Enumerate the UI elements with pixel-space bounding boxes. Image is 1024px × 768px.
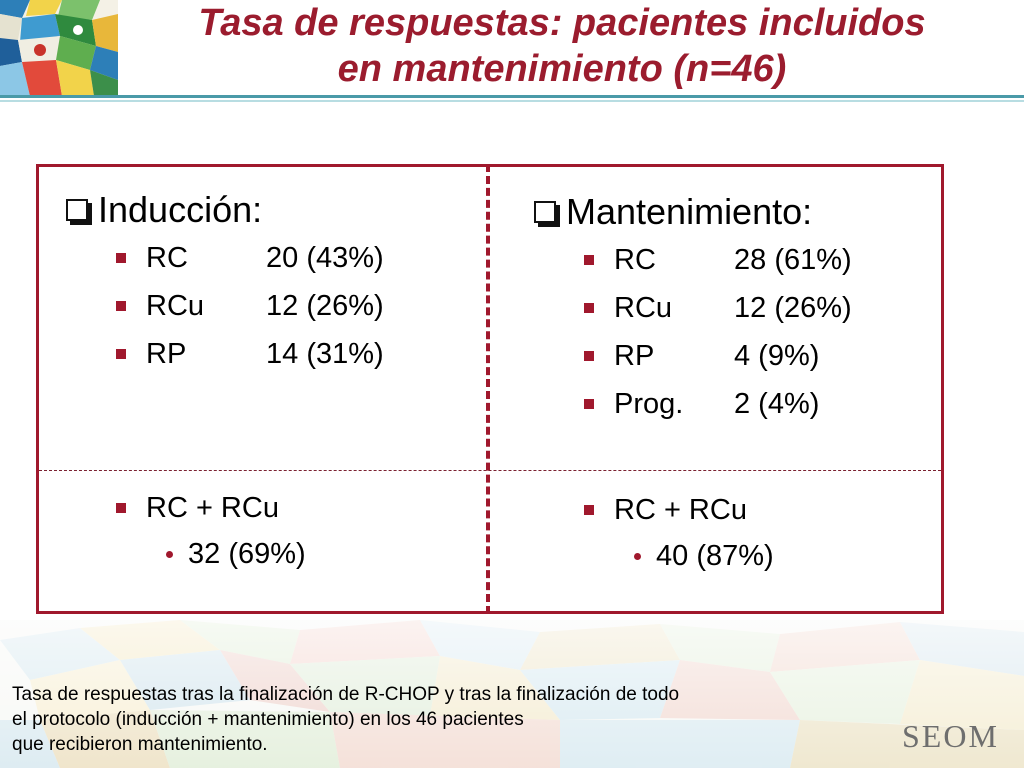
maintenance-heading: Mantenimiento: [532, 188, 932, 236]
induction-column: Inducción: RC 20 (43%) RCu 12 (26%) RP 1… [64, 186, 474, 378]
response-value: 28 (61%) [734, 244, 852, 276]
response-label: RC [146, 242, 188, 274]
square-bullet-icon [584, 351, 594, 361]
list-item: RCu 12 (26%) [532, 284, 932, 332]
column-divider [486, 164, 490, 614]
dot-bullet-icon [634, 553, 641, 560]
response-label: RP [146, 338, 187, 370]
square-bullet-icon [116, 301, 126, 311]
response-label: Prog. [614, 388, 684, 420]
combined-value: 40 (87%) [656, 540, 774, 572]
header-mosaic-image [0, 0, 118, 96]
caption-line: que recibieron mantenimiento. [12, 734, 268, 755]
caption-line: el protocolo (inducción + mantenimiento)… [12, 709, 524, 730]
footer-mosaic-image [0, 620, 1024, 768]
induction-combined: RC + RCu 32 (69%) [64, 484, 474, 576]
square-bullet-icon [584, 505, 594, 515]
induction-heading-text: Inducción: [98, 189, 263, 230]
row-divider [39, 470, 941, 471]
response-label: RC [614, 244, 656, 276]
combined-value: 32 (69%) [188, 538, 306, 570]
square-bullet-icon [116, 503, 126, 513]
maintenance-combined: RC + RCu 40 (87%) [532, 486, 932, 578]
title-line-1: Tasa de respuestas: pacientes incluidos [198, 2, 926, 44]
square-bullet-icon [584, 303, 594, 313]
dot-bullet-icon [166, 551, 173, 558]
square-bullet-icon [584, 255, 594, 265]
title-line-2: en mantenimiento (n=46) [337, 48, 787, 90]
header-divider-light [0, 100, 1024, 102]
list-subitem: 40 (87%) [532, 534, 932, 578]
checkbox-bullet-icon [66, 199, 88, 221]
response-label: RCu [614, 292, 673, 324]
list-item: Prog. 2 (4%) [532, 380, 932, 428]
list-item: RC 20 (43%) [64, 234, 474, 282]
square-bullet-icon [116, 253, 126, 263]
response-value: 12 (26%) [734, 292, 852, 324]
induction-heading: Inducción: [64, 186, 474, 234]
checkbox-bullet-icon [534, 201, 556, 223]
list-item: RC + RCu [532, 486, 932, 534]
results-table-frame [36, 164, 944, 614]
page-title: Tasa de respuestas: pacientes incluidos … [110, 0, 1014, 92]
maintenance-column: Mantenimiento: RC 28 (61%) RCu 12 (26%) … [532, 188, 932, 428]
list-item: RP 14 (31%) [64, 330, 474, 378]
list-item: RC 28 (61%) [532, 236, 932, 284]
list-item: RC + RCu [64, 484, 474, 532]
response-label: RP [614, 340, 655, 372]
response-value: 20 (43%) [266, 242, 384, 274]
list-item: RP 4 (9%) [532, 332, 932, 380]
maintenance-heading-text: Mantenimiento: [566, 191, 813, 232]
square-bullet-icon [116, 349, 126, 359]
seom-logo: SEOM [902, 718, 999, 754]
response-label: RCu [146, 290, 205, 322]
response-value: 2 (4%) [734, 388, 820, 420]
square-bullet-icon [584, 399, 594, 409]
list-subitem: 32 (69%) [64, 532, 474, 576]
caption-line: Tasa de respuestas tras la finalización … [12, 684, 680, 705]
response-value: 4 (9%) [734, 340, 820, 372]
response-value: 12 (26%) [266, 290, 384, 322]
header-divider [0, 95, 1024, 98]
response-value: 14 (31%) [266, 338, 384, 370]
list-item: RCu 12 (26%) [64, 282, 474, 330]
combined-label: RC + RCu [614, 494, 747, 526]
slide-caption: Tasa de respuestas tras la finalización … [12, 682, 832, 757]
combined-label: RC + RCu [146, 492, 279, 524]
